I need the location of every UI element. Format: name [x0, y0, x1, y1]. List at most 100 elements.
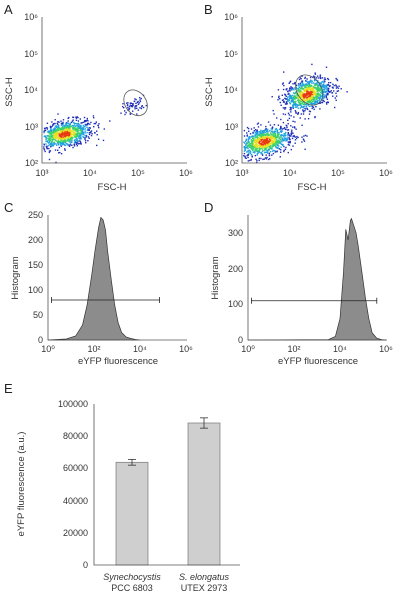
scatter-point [57, 143, 59, 145]
scatter-point [256, 133, 258, 135]
scatter-point [322, 80, 324, 83]
scatter-point [70, 132, 72, 135]
scatter-point [66, 134, 68, 136]
scatter-point [272, 139, 274, 141]
bar [115, 461, 149, 566]
scatter-point [284, 127, 286, 129]
scatter-point [311, 82, 313, 84]
scatter-point [249, 159, 251, 162]
scatter-point [260, 146, 262, 149]
panel-letter-c: C [4, 200, 13, 215]
scatter-point [288, 137, 290, 139]
scatter-point [306, 94, 308, 96]
scatter-point [60, 131, 62, 133]
scatter-point [245, 142, 248, 144]
scatter-point [311, 93, 313, 95]
scatter-point [139, 99, 141, 101]
scatter-point [275, 138, 277, 141]
scatter-point [247, 149, 249, 152]
scatter-point [290, 100, 292, 103]
scatter-point [307, 96, 310, 98]
scatter-point [304, 108, 307, 110]
scatter-point [274, 144, 276, 147]
scatter-point [67, 138, 69, 140]
scatter-point [319, 91, 322, 94]
scatter-point [273, 130, 275, 133]
scatter-point [75, 139, 78, 141]
scatter-point [76, 129, 79, 132]
scatter-point [247, 151, 249, 153]
scatter-point [90, 131, 92, 133]
scatter-point [295, 111, 297, 113]
x-axis-label-c: eYFP fluorescence [78, 356, 158, 367]
scatter-point [271, 130, 273, 132]
histogram-d [247, 217, 387, 341]
scatter-point [304, 110, 306, 112]
scatter-point [259, 139, 262, 141]
scatter-point [307, 104, 309, 106]
scatter-point [276, 142, 278, 144]
scatter-point [265, 142, 267, 145]
scatter-point [69, 142, 72, 144]
scatter-point [73, 134, 75, 136]
scatter-point [309, 97, 312, 99]
scatter-point [300, 91, 303, 93]
scatter-point [64, 139, 66, 142]
scatter-point [295, 97, 297, 99]
scatter-point [252, 142, 254, 144]
scatter-point [291, 100, 294, 102]
scatter-point [287, 141, 289, 143]
scatter-point [315, 88, 317, 90]
scatter-point [282, 144, 284, 146]
scatter-point [254, 129, 257, 131]
scatter-point [250, 140, 253, 142]
scatter-point [50, 129, 52, 131]
scatter-point [302, 110, 305, 112]
scatter-point [300, 90, 302, 92]
scatter-point [304, 103, 306, 106]
scatter-point [300, 102, 302, 105]
scatter-point [60, 136, 62, 138]
scatter-point [50, 146, 52, 148]
scatter-point [53, 123, 56, 125]
scatter-point [49, 128, 52, 130]
scatter-point [61, 142, 63, 145]
scatter-point [91, 133, 93, 135]
scatter-point [330, 90, 332, 92]
scatter-point [77, 132, 79, 135]
x-tick-c-1: 10² [87, 344, 100, 354]
scatter-point [135, 102, 137, 104]
scatter-point [286, 103, 288, 105]
scatter-point [77, 135, 79, 137]
scatter-point [79, 141, 82, 143]
scatter-point [266, 143, 268, 146]
scatter-point [56, 125, 58, 127]
scatter-point [275, 127, 278, 130]
scatter-point [276, 135, 279, 137]
scatter-point [77, 134, 79, 136]
scatter-point [302, 85, 304, 87]
y-tick-b-2: 10⁴ [224, 85, 238, 95]
scatter-point [56, 133, 58, 136]
scatter-point [323, 84, 325, 86]
scatter-point [295, 106, 298, 108]
scatter-point [256, 134, 259, 136]
scatter-point [315, 98, 318, 101]
scatter-point [65, 142, 67, 145]
scatter-point [84, 140, 87, 142]
scatter-point [69, 137, 71, 139]
scatter-point [269, 151, 272, 153]
scatter-point [315, 96, 317, 99]
scatter-point [313, 108, 315, 111]
scatter-point [265, 125, 267, 128]
scatter-point [304, 100, 306, 102]
scatter-point [75, 140, 77, 142]
scatter-point [323, 95, 325, 98]
scatter-point [258, 149, 261, 151]
scatter-point [270, 136, 272, 138]
scatter-point [67, 140, 69, 142]
scatter-point [335, 84, 337, 86]
scatter-point [49, 130, 51, 132]
scatter-point [319, 102, 321, 104]
scatter-point [275, 143, 278, 145]
